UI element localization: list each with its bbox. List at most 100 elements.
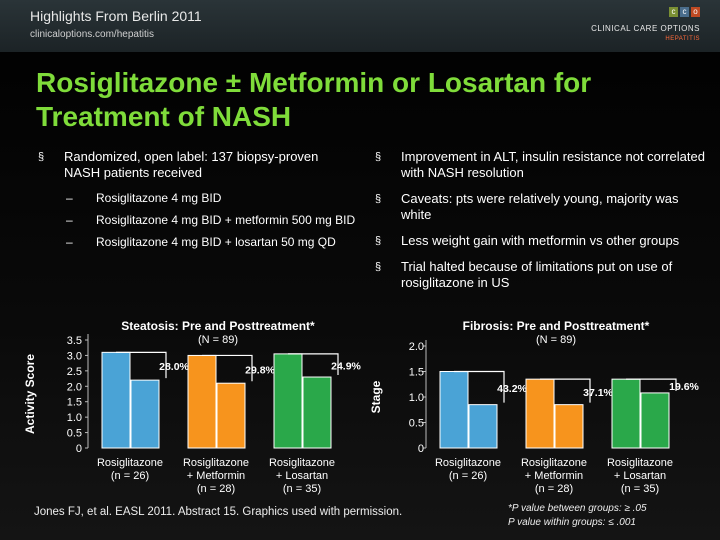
dash-marker: – <box>66 235 73 249</box>
category-label: Rosiglitazone <box>269 457 335 469</box>
bar <box>468 404 498 449</box>
y-tick-label: 2.0 <box>409 341 424 353</box>
reduction-bracket <box>540 378 591 403</box>
reduction-label: 24.9% <box>331 360 361 372</box>
chart-subtitle: (N = 89) <box>536 334 576 346</box>
bullet-marker: § <box>375 151 382 163</box>
sub-bullet-text: Rosiglitazone 4 mg BID + losartan 50 mg … <box>96 235 336 249</box>
bar <box>439 371 469 449</box>
reduction-label: 43.2% <box>497 383 527 395</box>
bullet-item: § Randomized, open label: 137 biopsy-pro… <box>38 149 358 181</box>
reduction-bracket <box>116 351 167 379</box>
sub-bullet-item: – Rosiglitazone 4 mg BID + metformin 500… <box>38 213 358 227</box>
category-label: + Losartan <box>276 470 328 482</box>
bar <box>216 382 246 449</box>
category-n-label: (n = 35) <box>283 483 321 495</box>
category-label: Rosiglitazone <box>435 457 501 469</box>
chart-title: Steatosis: Pre and Posttreatment* <box>121 319 315 333</box>
reduction-label: 19.6% <box>669 381 699 393</box>
logo-brand: CLINICAL CARE OPTIONS <box>591 24 700 33</box>
footnote-line: P value within groups: ≤ .001 <box>508 517 636 528</box>
category-label: Rosiglitazone <box>521 457 587 469</box>
left-bullets: § Randomized, open label: 137 biopsy-pro… <box>38 149 358 257</box>
y-tick-label: 1.5 <box>67 397 82 409</box>
logo-square: c <box>669 7 678 17</box>
dash-marker: – <box>66 213 73 227</box>
bullet-text: Less weight gain with metformin vs other… <box>401 233 680 248</box>
slide-title: Rosiglitazone ± Metformin or Losartan fo… <box>36 67 592 132</box>
header-url[interactable]: clinicaloptions.com/hepatitis <box>30 29 154 40</box>
y-tick-label: 2.5 <box>67 366 82 378</box>
footnote-line: *P value between groups: ≥ .05 <box>508 503 647 514</box>
chart-subtitle: (N = 89) <box>198 334 238 346</box>
reduction-label: 37.1% <box>583 387 613 399</box>
reduction-label: 29.8% <box>245 364 275 376</box>
category-n-label: (n = 26) <box>111 470 149 482</box>
bullet-text: Randomized, open label: 137 biopsy-prove… <box>64 149 319 180</box>
y-tick-label: 0 <box>76 443 82 455</box>
header-band: Highlights From Berlin 2011 clinicalopti… <box>0 0 720 52</box>
y-tick-label: 1.5 <box>409 367 424 379</box>
category-label: Rosiglitazone <box>183 457 249 469</box>
logo-square: o <box>691 7 700 17</box>
reduction-bracket <box>454 370 505 403</box>
bullet-text: Improvement in ALT, insulin resistance n… <box>401 149 705 180</box>
p-value-footnote: *P value between groups: ≥ .05 P value w… <box>508 502 647 530</box>
bar <box>525 378 555 449</box>
reference-citation: Jones FJ, et al. EASL 2011. Abstract 15.… <box>34 506 403 518</box>
category-label: + Metformin <box>525 470 583 482</box>
bar <box>130 379 160 449</box>
y-tick-label: 0.5 <box>409 418 424 430</box>
y-tick-label: 0 <box>418 443 424 455</box>
category-n-label: (n = 28) <box>197 483 235 495</box>
header-title: Highlights From Berlin 2011 <box>30 8 202 24</box>
bullet-item: § Trial halted because of limitations put… <box>375 259 705 291</box>
bar <box>187 354 217 449</box>
category-label: Rosiglitazone <box>607 457 673 469</box>
clinical-care-options-logo: c c o CLINICAL CARE OPTIONS HEPATITIS <box>570 7 700 47</box>
y-tick-label: 3.0 <box>67 350 82 362</box>
reduction-bracket <box>288 353 339 376</box>
sub-bullet-item: – Rosiglitazone 4 mg BID + losartan 50 m… <box>38 235 358 249</box>
category-n-label: (n = 35) <box>621 483 659 495</box>
sub-bullet-text: Rosiglitazone 4 mg BID + metformin 500 m… <box>96 213 356 227</box>
y-tick-label: 1.0 <box>67 412 82 424</box>
category-n-label: (n = 26) <box>449 470 487 482</box>
logo-sub: HEPATITIS <box>665 36 700 42</box>
y-tick-label: 2.0 <box>67 381 82 393</box>
bullet-marker: § <box>375 261 382 273</box>
category-n-label: (n = 28) <box>535 483 573 495</box>
bullet-marker: § <box>375 235 382 247</box>
dash-marker: – <box>66 191 73 205</box>
reduction-bracket <box>626 378 677 391</box>
sub-bullet-item: – Rosiglitazone 4 mg BID <box>38 191 358 205</box>
y-axis-label: Stage <box>369 380 383 413</box>
sub-bullet-text: Rosiglitazone 4 mg BID <box>96 191 222 205</box>
bullet-marker: § <box>38 151 45 163</box>
chart-title: Fibrosis: Pre and Posttreatment* <box>463 319 650 333</box>
bullet-text: Caveats: pts were relatively young, majo… <box>401 191 679 222</box>
category-label: + Metformin <box>187 470 245 482</box>
bar <box>554 404 584 449</box>
category-label: Rosiglitazone <box>97 457 163 469</box>
bar <box>640 392 670 449</box>
reduction-label: 28.0% <box>159 361 189 373</box>
bar <box>302 376 332 449</box>
category-label: + Losartan <box>614 470 666 482</box>
reduction-bracket <box>202 354 253 382</box>
bullet-item: § Caveats: pts were relatively young, maj… <box>375 191 705 223</box>
y-axis-label: Activity Score <box>23 354 37 434</box>
bullet-item: § Less weight gain with metformin vs othe… <box>375 233 705 249</box>
right-bullets: § Improvement in ALT, insulin resistance … <box>375 149 705 301</box>
bar <box>611 378 641 449</box>
bar <box>101 351 131 449</box>
bar <box>273 353 303 449</box>
logo-square: c <box>680 7 689 17</box>
bullet-item: § Improvement in ALT, insulin resistance … <box>375 149 705 181</box>
y-tick-label: 1.0 <box>409 392 424 404</box>
bullet-text: Trial halted because of limitations put … <box>401 259 673 290</box>
y-tick-label: 3.5 <box>67 335 82 347</box>
y-tick-label: 0.5 <box>67 428 82 440</box>
